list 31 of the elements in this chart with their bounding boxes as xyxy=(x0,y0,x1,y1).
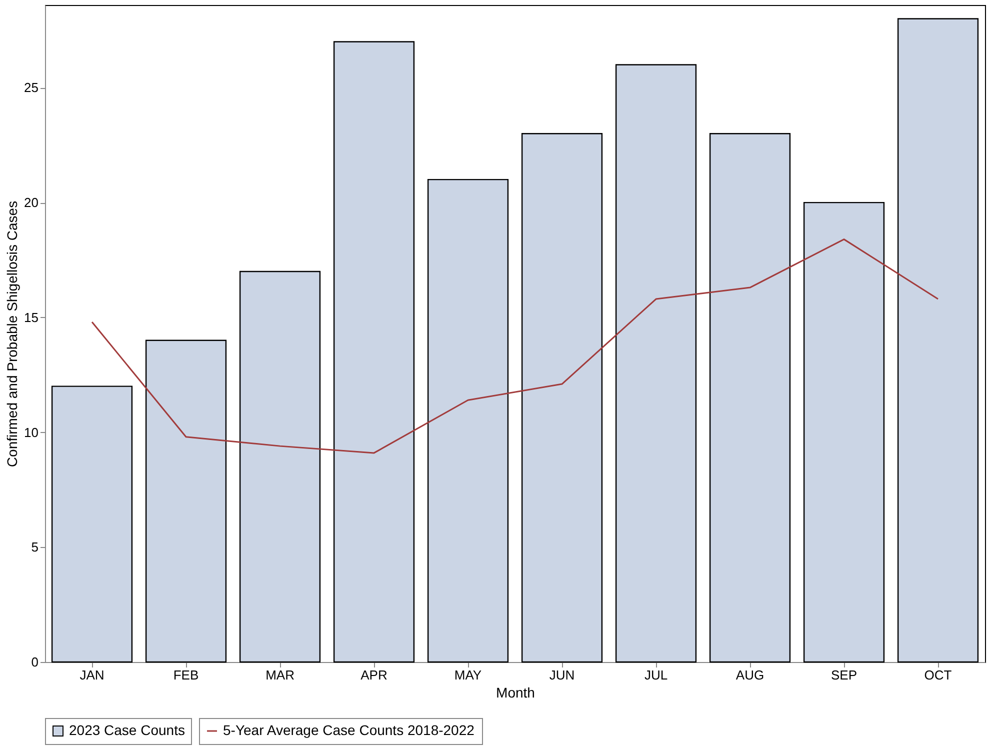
bar xyxy=(615,64,697,663)
y-tick-label: 15 xyxy=(24,310,38,325)
bar xyxy=(709,133,791,663)
x-tick-label: JUL xyxy=(644,668,668,682)
y-axis-title: Confirmed and Probable Shigellosis Cases xyxy=(4,200,20,468)
bar xyxy=(803,202,885,663)
x-tick-label: JAN xyxy=(80,668,104,682)
bar xyxy=(145,340,227,663)
x-tick-label: AUG xyxy=(736,668,764,682)
bar xyxy=(239,270,321,663)
y-tick-label: 5 xyxy=(31,540,38,555)
bar xyxy=(333,41,415,663)
y-tick-label: 20 xyxy=(24,195,38,210)
x-tick-label: FEB xyxy=(173,668,199,682)
line-series xyxy=(91,238,939,454)
x-tick-label: MAR xyxy=(266,668,294,682)
legend-label: 2023 Case Counts xyxy=(69,722,185,738)
bar xyxy=(897,18,979,663)
x-axis-title: Month xyxy=(496,684,535,700)
bar xyxy=(427,178,509,663)
x-tick-label: MAY xyxy=(454,668,482,682)
bar xyxy=(521,133,603,663)
y-tick-label: 25 xyxy=(24,80,38,96)
x-tick-label: SEP xyxy=(830,668,858,682)
legend-label: 5-Year Average Case Counts 2018-2022 xyxy=(223,722,475,738)
x-tick-label: JUN xyxy=(549,668,575,682)
x-tick-label: OCT xyxy=(924,668,952,682)
y-tick-label: 10 xyxy=(24,424,38,440)
y-tick-label: 0 xyxy=(31,654,38,670)
bar xyxy=(51,386,133,663)
x-tick-label: APR xyxy=(360,668,388,682)
